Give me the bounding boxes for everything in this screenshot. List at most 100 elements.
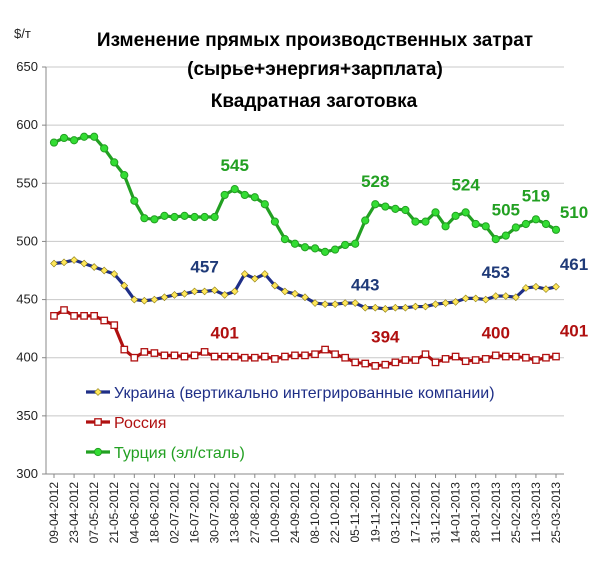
x-tick-label: 17-12-2012 (408, 482, 422, 544)
data-point (481, 222, 490, 231)
data-point (150, 215, 159, 224)
data-point (210, 286, 219, 295)
data-point (311, 350, 319, 359)
data-point (210, 212, 219, 222)
data-label: 401 (560, 322, 588, 341)
x-tick-label: 23-04-2012 (67, 482, 81, 544)
data-point (531, 215, 541, 224)
x-tick-label: 11-03-2013 (529, 482, 543, 543)
data-point (240, 270, 249, 278)
data-point (411, 302, 420, 311)
series-1 (50, 256, 560, 313)
x-tick-label: 14-01-2013 (449, 482, 463, 544)
series-0 (49, 132, 561, 256)
data-point (552, 282, 560, 291)
data-point (60, 258, 68, 267)
data-point (320, 247, 330, 256)
data-point (69, 136, 79, 145)
data-point (90, 132, 99, 141)
x-tick-label: 31-12-2012 (429, 482, 443, 544)
data-point (351, 239, 360, 248)
data-point (70, 256, 78, 264)
x-tick-label: 07-05-2012 (87, 482, 101, 544)
data-point (451, 211, 460, 220)
legend-label: Турция (эл/сталь) (114, 445, 245, 462)
y-tick-label: 500 (16, 233, 38, 248)
data-point (431, 208, 440, 217)
data-point (471, 294, 480, 303)
y-tick-label: 650 (16, 59, 38, 74)
data-point (401, 205, 410, 215)
data-point (501, 231, 510, 240)
data-point (371, 303, 380, 312)
data-point (230, 352, 239, 361)
chart-title: Изменение прямых производственных затрат (97, 30, 533, 51)
data-point (200, 287, 209, 296)
data-point (461, 357, 470, 366)
data-point (451, 298, 460, 306)
data-point (512, 293, 520, 302)
data-point (381, 305, 390, 313)
data-point (381, 360, 390, 369)
data-point (491, 292, 500, 300)
data-point (50, 312, 58, 320)
data-label: 401 (210, 324, 238, 343)
data-point (481, 355, 490, 363)
data-point (120, 171, 129, 180)
series-group (49, 132, 561, 370)
data-point (160, 293, 169, 302)
data-point (60, 306, 68, 314)
x-tick-label: 21-05-2012 (107, 482, 121, 544)
data-point (491, 351, 500, 360)
y-axis-unit-label: $/т (14, 26, 31, 41)
legend-swatch-marker (93, 447, 103, 457)
data-point (90, 312, 99, 320)
data-point (240, 190, 249, 200)
data-point (230, 185, 239, 194)
data-point (421, 302, 430, 311)
data-point (280, 235, 290, 244)
legend-swatch-marker (94, 418, 102, 426)
data-point (140, 296, 149, 305)
y-tick-label: 300 (16, 466, 38, 481)
data-label: 457 (190, 257, 218, 276)
x-tick-label: 04-06-2012 (127, 482, 141, 544)
data-point (451, 352, 460, 361)
data-point (250, 353, 259, 362)
data-label: 400 (482, 323, 510, 342)
data-point (49, 138, 59, 147)
y-axis-ticks: 300 350 400 450 500 550 600 650 (16, 59, 46, 481)
data-point (310, 244, 320, 253)
data-point (290, 239, 300, 248)
data-point (411, 356, 420, 364)
data-point (110, 270, 119, 278)
x-tick-label: 27-08-2012 (248, 482, 262, 544)
data-point (70, 312, 78, 320)
data-point (100, 144, 109, 153)
data-point (220, 352, 229, 361)
data-point (532, 356, 540, 364)
data-point (501, 352, 510, 361)
data-point (291, 289, 299, 298)
data-point (230, 287, 239, 296)
data-point (441, 355, 450, 363)
data-point (542, 285, 550, 293)
x-tick-label: 18-06-2012 (147, 482, 161, 544)
data-point (361, 359, 370, 368)
data-point (431, 358, 440, 367)
data-point (521, 219, 530, 229)
x-tick-label: 28-01-2013 (469, 482, 483, 544)
data-point (260, 200, 269, 209)
data-point (220, 190, 229, 200)
data-point (200, 212, 209, 222)
data-point (421, 350, 430, 359)
data-point (190, 212, 199, 222)
data-point (100, 266, 109, 275)
data-point (100, 316, 109, 325)
data-point (220, 291, 229, 299)
data-point (321, 345, 329, 354)
data-point (471, 356, 480, 364)
data-label: 443 (351, 276, 379, 295)
